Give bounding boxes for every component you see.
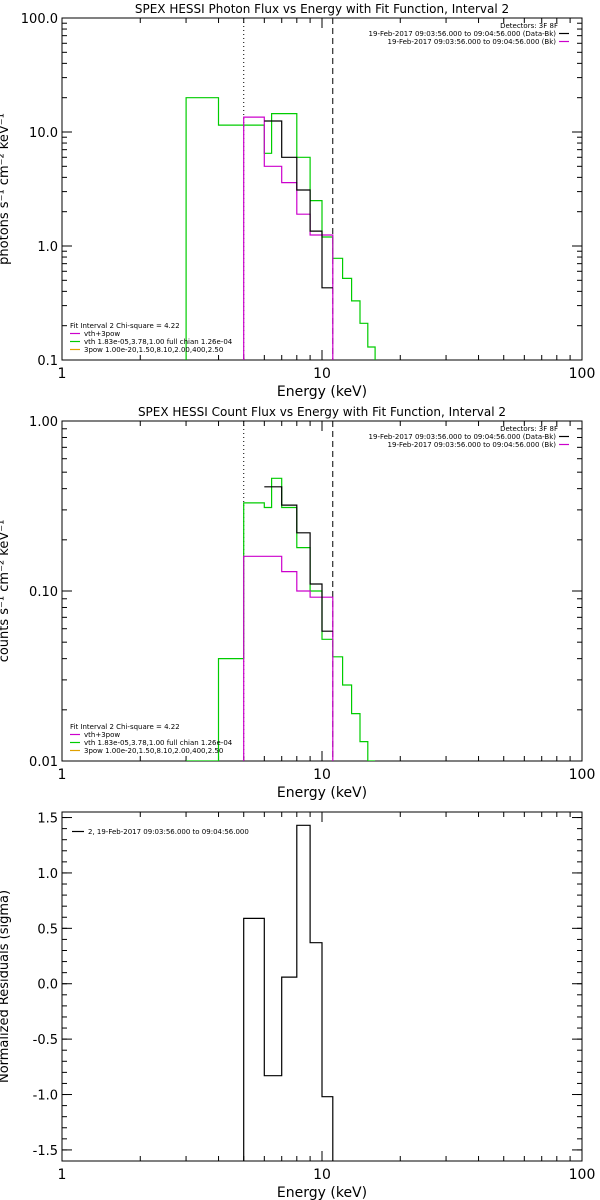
residual-legend-entry: 2, 19-Feb-2017 09:03:56.000 to 09:04:56.… (88, 828, 249, 836)
x-axis-label: Energy (keV) (277, 785, 367, 801)
fit-legend-header: Fit Interval 2 Chi-square = 4.22 (70, 723, 180, 731)
y-tick-label: -0.5 (33, 1033, 58, 1048)
histogram-series-black (264, 486, 333, 632)
legend-entry: 19-Feb-2017 09:03:56.000 to 09:04:56.000… (369, 30, 557, 38)
plot-frame (61, 17, 583, 361)
histogram-series-black (264, 120, 333, 289)
histogram-series-black (243, 824, 334, 1161)
histogram-series-green (186, 477, 376, 761)
y-tick-label: 100.0 (21, 12, 58, 27)
fit-legend-entry: vth 1.83e-05,3.78,1.00 full chian 1.26e-… (84, 739, 233, 747)
y-tick-label: -1.5 (33, 1144, 58, 1159)
x-axis-label: Energy (keV) (277, 384, 367, 400)
photon-flux-panel: SPEX HESSI Photon Flux vs Energy with Fi… (0, 2, 596, 400)
y-tick-label: 0.1 (37, 354, 58, 369)
histogram-series-magenta (243, 555, 334, 761)
fit-legend-entry: vth+3pow (84, 731, 120, 739)
y-tick-label: 1.0 (37, 240, 58, 255)
count-flux-panel: SPEX HESSI Count Flux vs Energy with Fit… (0, 405, 596, 801)
x-tick-label: 1 (58, 366, 67, 382)
x-tick-label: 1 (58, 767, 67, 783)
y-tick-label: 0.0 (37, 978, 58, 993)
legend-entry: 19-Feb-2017 09:03:56.000 to 09:04:56.000… (388, 441, 557, 449)
y-tick-label: 0.01 (29, 755, 58, 770)
x-tick-label: 10 (313, 767, 331, 783)
x-tick-label: 10 (313, 1167, 331, 1183)
x-tick-label: 100 (569, 1167, 596, 1183)
y-axis-label: counts s⁻¹ cm⁻² keV⁻¹ (0, 520, 12, 663)
fit-legend-entry: vth 1.83e-05,3.78,1.00 full chian 1.26e-… (84, 338, 233, 346)
fit-legend-entry: 3pow 1.00e-20,1.50,8.10,2.00,400,2.50 (84, 346, 223, 354)
chart-title: SPEX HESSI Count Flux vs Energy with Fit… (138, 405, 506, 419)
legend-header: Detectors: 3F 8F (500, 425, 558, 433)
y-axis-label: Normalized Residuals (sigma) (0, 890, 12, 1083)
x-tick-label: 10 (313, 366, 331, 382)
y-tick-label: 0.5 (37, 922, 58, 937)
histogram-series-magenta (243, 116, 334, 360)
x-tick-label: 100 (569, 767, 596, 783)
histogram-series-green (185, 97, 376, 360)
y-axis-label: photons s⁻¹ cm⁻² keV⁻¹ (0, 113, 12, 265)
y-tick-label: 0.10 (29, 585, 58, 600)
fit-legend-entry: 3pow 1.00e-20,1.50,8.10,2.00,400,2.50 (84, 747, 223, 755)
y-tick-label: 1.5 (37, 812, 58, 827)
x-tick-label: 100 (569, 366, 596, 382)
y-tick-label: 10.0 (29, 126, 58, 141)
x-axis-label: Energy (keV) (277, 1185, 367, 1200)
residuals-panel: Energy (keV) Normalized Residuals (sigma)… (0, 811, 596, 1200)
x-tick-label: 1 (58, 1167, 67, 1183)
y-tick-label: -1.0 (33, 1089, 58, 1104)
y-tick-label: 1.0 (37, 867, 58, 882)
legend-entry: 19-Feb-2017 09:03:56.000 to 09:04:56.000… (388, 38, 557, 46)
chart-title: SPEX HESSI Photon Flux vs Energy with Fi… (135, 2, 509, 16)
fit-legend-header: Fit Interval 2 Chi-square = 4.22 (70, 322, 180, 330)
legend-header: Detectors: 3F 8F (500, 22, 558, 30)
fit-legend-entry: vth+3pow (84, 330, 120, 338)
y-tick-label: 1.00 (29, 415, 58, 430)
legend-entry: 19-Feb-2017 09:03:56.000 to 09:04:56.000… (369, 433, 557, 441)
